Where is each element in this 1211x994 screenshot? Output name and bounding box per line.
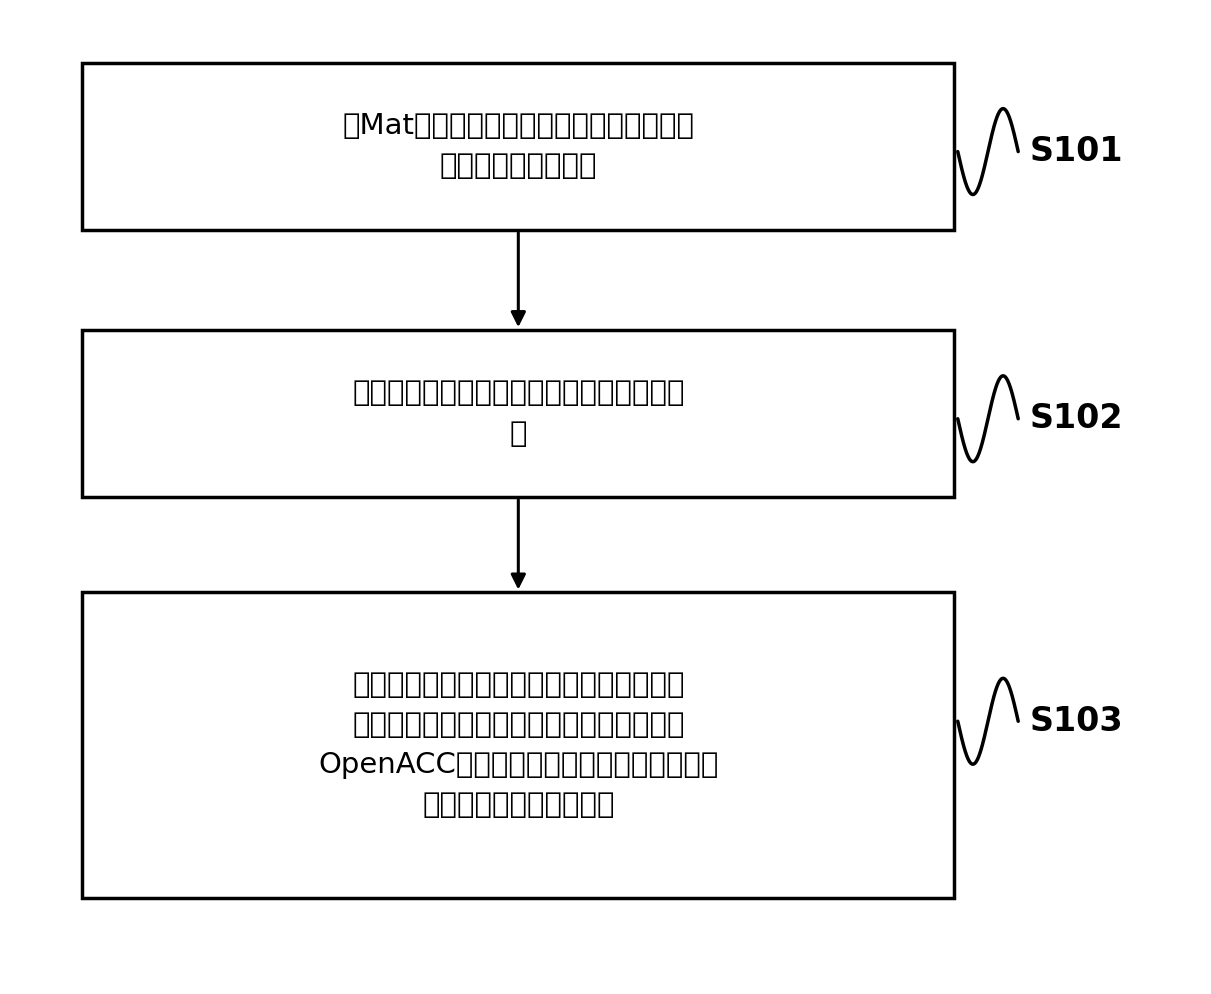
Text: 将Mat矩阵存储结构的影像数据转换为顺序: 将Mat矩阵存储结构的影像数据转换为顺序 [343, 112, 694, 140]
Text: S103: S103 [1029, 705, 1124, 738]
Bar [82, 592, 954, 898]
Text: 机对非并行操作进行处理: 机对非并行操作进行处理 [423, 791, 614, 819]
Text: OpenACC对并行操作进行并行处理，采用主: OpenACC对并行操作进行并行处理，采用主 [318, 751, 718, 779]
Text: 并行操作和非并行操作，采用加速设备基于: 并行操作和非并行操作，采用加速设备基于 [352, 711, 684, 740]
Text: 读取影像数据，并将影像数据复制至加速设: 读取影像数据，并将影像数据复制至加速设 [352, 380, 684, 408]
Text: S101: S101 [1029, 135, 1124, 168]
Bar [82, 330, 954, 497]
Bar [82, 63, 954, 230]
Text: S102: S102 [1029, 403, 1124, 435]
Text: 将归一化植被指数提取算法的所有操作分为: 将归一化植被指数提取算法的所有操作分为 [352, 671, 684, 699]
Text: 备: 备 [510, 419, 527, 447]
Text: 存储结构的影像数据: 存储结构的影像数据 [440, 152, 597, 180]
